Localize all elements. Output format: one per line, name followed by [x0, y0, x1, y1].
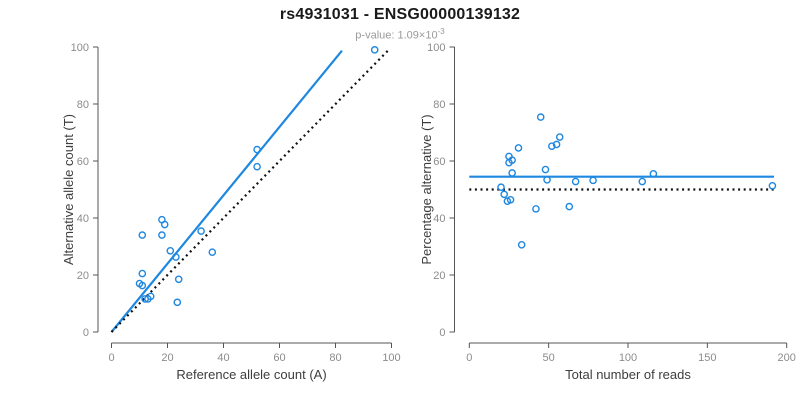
x-tick-label: 60 [273, 352, 285, 364]
x-tick-label: 50 [543, 352, 555, 364]
y-axis-title: Percentage alternative (T) [419, 114, 434, 264]
data-point [552, 140, 561, 149]
data-point [555, 133, 564, 141]
data-point [571, 177, 580, 186]
data-point [146, 292, 155, 301]
data-point [253, 145, 261, 154]
x-tick-label: 100 [382, 352, 400, 364]
data-point [253, 162, 261, 171]
data-point [517, 240, 526, 249]
data-point [541, 165, 550, 174]
y-tick-label: 60 [433, 156, 445, 168]
data-point [173, 298, 182, 307]
data-point [500, 190, 509, 199]
x-tick-label: 40 [217, 352, 229, 364]
data-point [138, 269, 147, 278]
data-point [506, 195, 515, 204]
x-axis-title: Reference allele count (A) [176, 367, 326, 382]
data-point [638, 177, 647, 186]
data-points [497, 113, 777, 249]
data-point [138, 281, 147, 290]
data-point [208, 248, 217, 256]
y-tick-label: 20 [433, 270, 445, 282]
pvalue-text: p-value: 1.09×10 [355, 29, 438, 42]
x-tick-label: 20 [161, 352, 173, 364]
data-point [172, 253, 180, 261]
data-point [514, 144, 523, 152]
data-point [508, 169, 516, 177]
data-point [197, 227, 205, 235]
data-point [543, 176, 551, 184]
y-tick-label: 80 [77, 99, 89, 111]
x-tick-label: 100 [619, 352, 637, 364]
x-tick-label: 80 [329, 352, 341, 364]
x-tick-label: 0 [466, 352, 472, 364]
page-title: rs4931031 - ENSG00000139132 [279, 6, 521, 23]
data-point [160, 220, 169, 229]
data-point [532, 205, 540, 213]
data-point [768, 181, 777, 190]
data-point [505, 158, 513, 167]
y-tick-label: 40 [433, 213, 445, 225]
data-point [166, 246, 175, 255]
x-tick-label: 0 [108, 352, 114, 364]
data-point [536, 113, 545, 121]
y-tick-label: 100 [71, 42, 89, 54]
x-tick-label: 200 [778, 352, 796, 364]
identity-line [110, 49, 390, 333]
header: rs4931031 - ENSG00000139132 p-value: 1.0… [0, 6, 800, 42]
data-point [589, 176, 597, 185]
y-tick-label: 40 [77, 213, 89, 225]
data-point [565, 202, 574, 211]
data-point [138, 231, 147, 239]
allele-count-scatter: 0 20 40 60 80 100 0 20 40 60 80 100 Reference allele… [61, 42, 401, 382]
data-point [497, 183, 505, 192]
data-points [135, 46, 379, 307]
y-tick-label: 100 [427, 42, 445, 54]
y-tick-label: 0 [439, 327, 445, 339]
y-tick-label: 20 [77, 270, 89, 282]
pvalue-subtitle: p-value: 1.09×10-3 [0, 27, 800, 42]
data-point [649, 170, 658, 178]
x-tick-label: 150 [698, 352, 716, 364]
y-tick-label: 0 [83, 327, 89, 339]
data-point [370, 46, 379, 54]
y-tick-label: 60 [77, 156, 89, 168]
reads-percentage-scatter: 0 20 40 60 80 100 0 50 100 150 200 Total number of … [419, 42, 796, 382]
y-tick-label: 80 [433, 99, 445, 111]
pvalue-exponent: -3 [437, 27, 445, 36]
y-axis-title: Alternative allele count (T) [61, 114, 76, 265]
data-point [158, 231, 166, 239]
data-point [548, 142, 556, 150]
fit-line [110, 50, 343, 333]
x-axis-title: Total number of reads [565, 367, 691, 382]
data-point [174, 275, 183, 284]
